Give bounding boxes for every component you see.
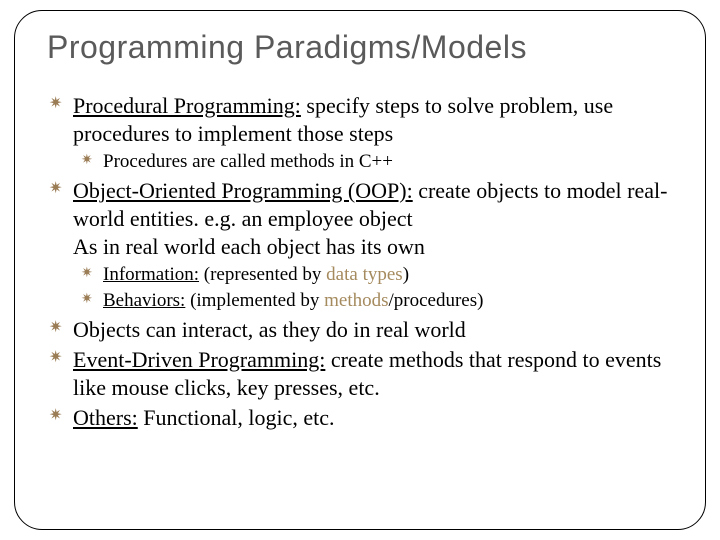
item-text: Objects can interact, as they do in real… — [73, 317, 466, 342]
slide-title: Programming Paradigms/Models — [47, 29, 673, 66]
sub-item: Information: (represented by data types) — [81, 263, 673, 287]
item-lead: Event-Driven Programming: — [73, 347, 325, 372]
sub-item: Behaviors: (implemented by methods/proce… — [81, 289, 673, 313]
bullet-list: Procedural Programming: specify steps to… — [47, 92, 673, 432]
list-item: Object-Oriented Programming (OOP): creat… — [47, 177, 673, 314]
sub-rest1: (represented by — [199, 264, 326, 285]
list-item: Procedural Programming: specify steps to… — [47, 92, 673, 175]
item-lead: Others: — [73, 405, 138, 430]
list-item: Objects can interact, as they do in real… — [47, 316, 673, 344]
item-rest: Functional, logic, etc. — [138, 405, 335, 430]
sub-item: Procedures are called methods in C++ — [81, 150, 673, 174]
sub-rest2: ) — [403, 264, 409, 285]
sub-list: Procedures are called methods in C++ — [81, 150, 673, 174]
list-item: Others: Functional, logic, etc. — [47, 404, 673, 432]
sub-highlight: data types — [326, 264, 403, 285]
sub-rest1: (implemented by — [185, 290, 324, 311]
list-item: Event-Driven Programming: create methods… — [47, 346, 673, 402]
item-lead: Procedural Programming: — [73, 93, 301, 118]
item-lead: Object-Oriented Programming (OOP): — [73, 178, 413, 203]
sub-highlight: methods — [324, 290, 388, 311]
sub-list: Information: (represented by data types)… — [81, 263, 673, 314]
item-extra: As in real world each object has its own — [73, 234, 425, 259]
slide-frame: Programming Paradigms/Models Procedural … — [14, 10, 706, 530]
sub-lead: Information: — [103, 264, 199, 285]
sub-lead: Behaviors: — [103, 290, 185, 311]
sub-rest2: /procedures) — [389, 290, 484, 311]
sub-text: Procedures are called methods in C++ — [103, 151, 393, 172]
